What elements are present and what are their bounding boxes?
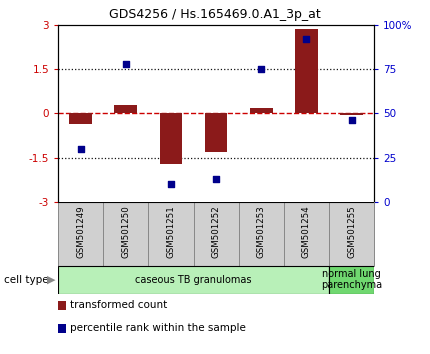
Text: GSM501255: GSM501255 xyxy=(347,205,356,258)
Text: ▶: ▶ xyxy=(47,275,56,285)
Point xyxy=(168,181,175,187)
Text: transformed count: transformed count xyxy=(70,300,167,310)
Bar xyxy=(58,202,103,266)
Text: GSM501249: GSM501249 xyxy=(76,205,85,258)
Point xyxy=(348,118,355,123)
Bar xyxy=(194,202,239,266)
Text: GSM501250: GSM501250 xyxy=(121,205,130,258)
Point xyxy=(77,146,84,152)
Bar xyxy=(329,202,374,266)
Bar xyxy=(58,266,329,294)
Text: GDS4256 / Hs.165469.0.A1_3p_at: GDS4256 / Hs.165469.0.A1_3p_at xyxy=(109,8,321,21)
Bar xyxy=(114,105,137,113)
Point xyxy=(303,36,310,42)
Text: GSM501253: GSM501253 xyxy=(257,205,266,258)
Bar xyxy=(69,113,92,124)
Point xyxy=(212,176,219,182)
Bar xyxy=(340,113,363,115)
Bar xyxy=(103,202,148,266)
Bar xyxy=(205,113,227,152)
Text: cell type: cell type xyxy=(4,275,49,285)
Text: GSM501251: GSM501251 xyxy=(166,205,175,258)
Point xyxy=(258,66,265,72)
Text: GSM501252: GSM501252 xyxy=(212,205,221,258)
Text: normal lung
parenchyma: normal lung parenchyma xyxy=(321,269,382,291)
Bar xyxy=(148,202,194,266)
Bar xyxy=(160,113,182,164)
Point xyxy=(122,61,129,67)
Text: GSM501254: GSM501254 xyxy=(302,205,311,258)
Bar xyxy=(284,202,329,266)
Text: caseous TB granulomas: caseous TB granulomas xyxy=(135,275,252,285)
Text: percentile rank within the sample: percentile rank within the sample xyxy=(70,323,246,333)
Bar xyxy=(250,108,273,113)
Bar xyxy=(295,29,318,113)
Bar xyxy=(329,266,374,294)
Bar xyxy=(239,202,284,266)
